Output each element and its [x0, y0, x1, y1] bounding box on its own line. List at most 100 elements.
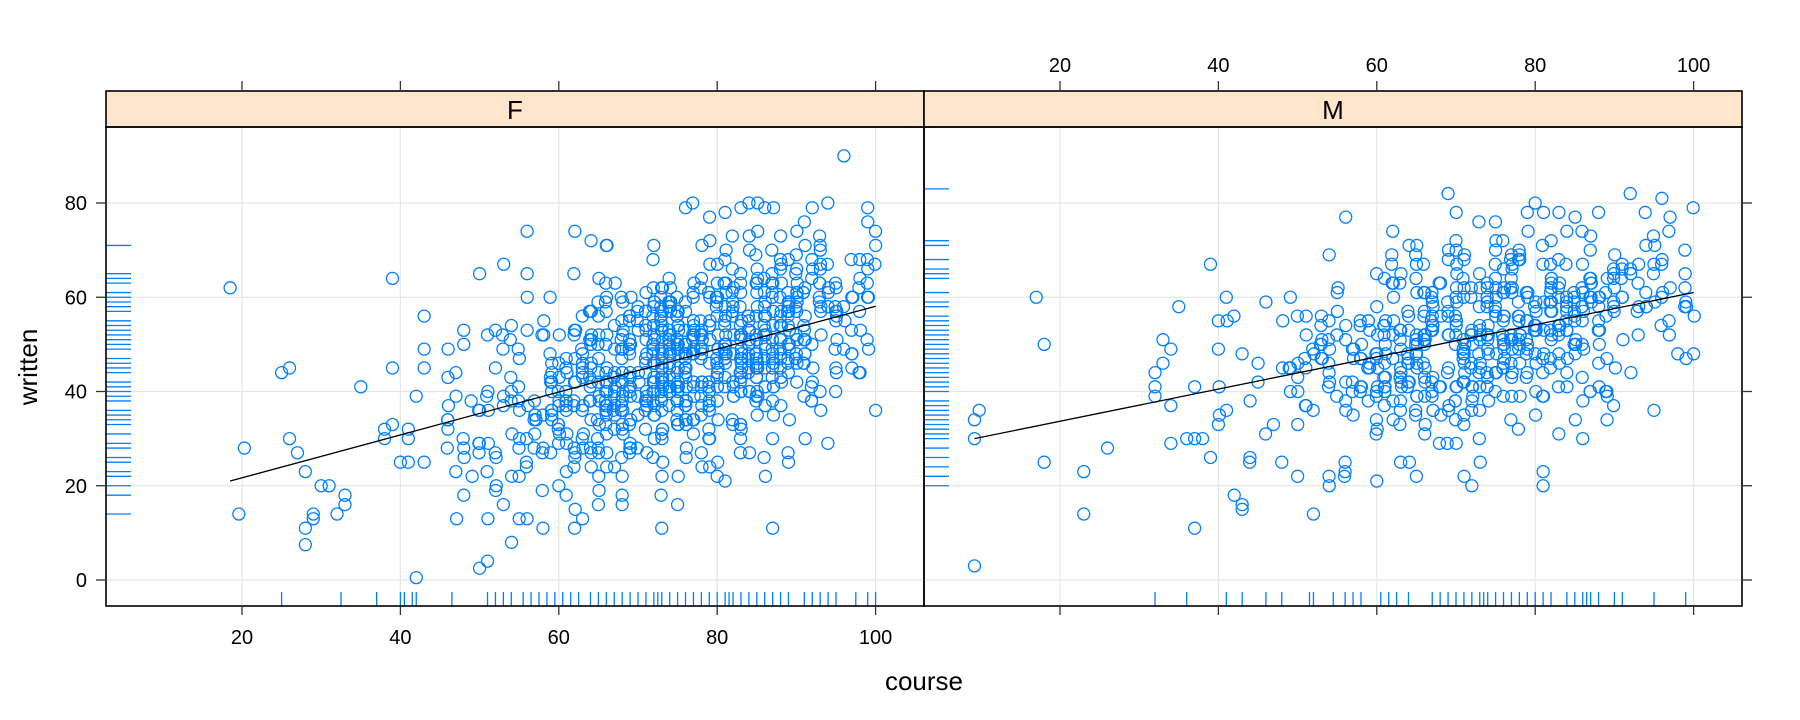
data-point	[385, 417, 400, 432]
data-point	[457, 488, 471, 502]
data-point	[663, 295, 677, 309]
data-point	[1337, 469, 1352, 483]
data-point	[1488, 243, 1503, 257]
data-point	[1529, 356, 1543, 370]
data-point	[1418, 417, 1432, 432]
data-point	[790, 333, 804, 347]
data-point	[1212, 408, 1227, 422]
data-point	[1386, 351, 1400, 366]
data-point	[765, 370, 779, 385]
data-point	[616, 295, 630, 309]
data-point	[1513, 389, 1527, 403]
panel-female: F	[105, 90, 925, 607]
data-point	[1489, 347, 1504, 361]
data-point	[1464, 328, 1478, 342]
data-point	[734, 285, 748, 300]
data-point	[1410, 356, 1424, 370]
data-point	[1322, 314, 1336, 328]
data-point	[1401, 375, 1415, 389]
data-point	[512, 469, 526, 483]
data-point	[1370, 347, 1384, 361]
data-point	[780, 304, 795, 319]
data-point	[812, 276, 827, 290]
data-point	[972, 403, 986, 418]
data-point	[1614, 271, 1629, 286]
data-point	[805, 271, 819, 286]
data-point	[1457, 375, 1471, 389]
data-point	[743, 384, 757, 399]
data-point	[734, 384, 748, 399]
data-point	[1299, 361, 1313, 375]
data-point	[615, 394, 629, 408]
data-point	[338, 488, 352, 502]
data-point	[630, 314, 644, 328]
data-point	[1631, 276, 1645, 290]
data-point	[599, 276, 613, 290]
data-point	[765, 290, 779, 304]
data-point	[1536, 479, 1550, 493]
data-point	[860, 333, 874, 347]
data-point	[1322, 479, 1336, 493]
data-point	[1306, 507, 1321, 521]
data-point	[1568, 413, 1583, 427]
data-point	[765, 431, 780, 446]
x-tick-label-bottom: 60	[548, 627, 570, 649]
data-point	[504, 370, 518, 385]
data-point	[600, 328, 614, 342]
data-point	[1441, 252, 1455, 267]
data-point	[766, 201, 781, 215]
data-point	[1456, 333, 1470, 347]
data-point	[806, 262, 820, 276]
data-point	[773, 262, 788, 276]
data-point	[861, 342, 876, 356]
data-point	[719, 328, 733, 342]
data-point	[702, 380, 716, 394]
data-point	[511, 394, 526, 408]
data-point	[1275, 455, 1289, 469]
data-point	[575, 356, 590, 370]
data-point	[591, 309, 606, 323]
data-point	[1353, 384, 1367, 399]
data-point	[1511, 422, 1526, 436]
data-point	[751, 224, 765, 238]
data-point	[781, 285, 795, 300]
data-point	[282, 431, 297, 446]
data-point	[789, 300, 803, 314]
data-point	[622, 314, 637, 328]
data-point	[1560, 304, 1574, 319]
data-point	[449, 365, 463, 380]
data-point	[1528, 347, 1542, 361]
data-point	[702, 431, 716, 446]
data-point	[718, 356, 732, 370]
data-point	[1448, 337, 1463, 352]
data-point	[1434, 309, 1448, 323]
data-point	[789, 267, 803, 281]
data-point	[1686, 347, 1701, 361]
data-point	[766, 318, 780, 333]
data-point	[845, 347, 859, 361]
data-point	[758, 201, 772, 215]
data-point	[1306, 342, 1320, 356]
data-point	[568, 351, 582, 366]
data-point	[774, 398, 788, 413]
data-point	[1456, 347, 1470, 361]
data-point	[710, 276, 724, 290]
data-point	[781, 365, 795, 380]
data-point	[614, 375, 629, 389]
data-point	[622, 342, 636, 356]
data-point	[662, 337, 676, 352]
data-point	[670, 403, 684, 418]
data-point	[797, 318, 811, 333]
data-point	[520, 512, 534, 526]
data-point	[1560, 351, 1575, 366]
data-point	[640, 347, 654, 361]
data-point	[1519, 347, 1533, 361]
data-point	[1417, 337, 1432, 352]
data-point	[1496, 356, 1511, 370]
data-point	[1488, 384, 1502, 399]
data-point	[679, 361, 693, 375]
data-point	[718, 474, 732, 488]
regression-line-female	[229, 305, 876, 482]
data-point	[695, 347, 709, 361]
data-point	[1591, 205, 1606, 220]
